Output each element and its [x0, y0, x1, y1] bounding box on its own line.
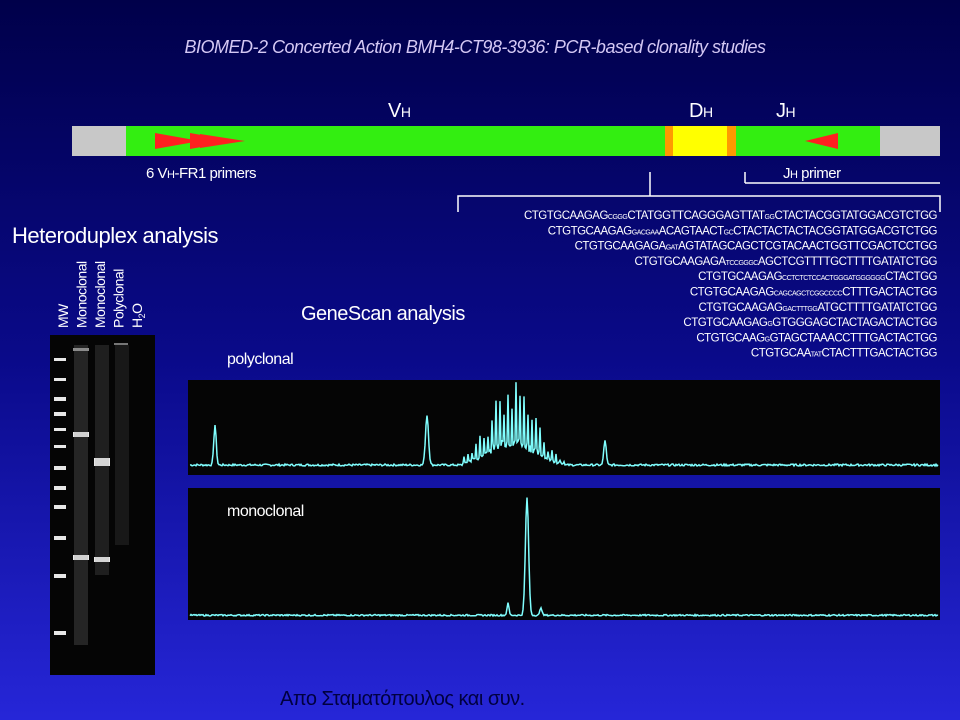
- footer: Απο Σταματόπουλος και συν.: [280, 688, 525, 710]
- insert: GAT: [666, 245, 680, 252]
- label-part: 6 V: [146, 165, 168, 182]
- sequence: CTGTGCAAGAGCAGCAGCTCGGCCCCCTTTGACTACTGG: [690, 287, 938, 299]
- label-part: -FR1 primers: [174, 165, 256, 182]
- lane-label: MW: [55, 303, 71, 328]
- sequence: CTGTGCAAGAGGGTGGGAGCTACTAGACTACTGG: [683, 317, 937, 329]
- insert: GACGAA: [632, 229, 660, 236]
- segment: CTGTGCAAGAGA: [575, 241, 667, 253]
- polyclonal-label: polyclonal: [227, 351, 293, 368]
- segment: CTGTGCAAGAG: [524, 210, 609, 222]
- j-label: JH: [776, 100, 795, 122]
- lane-label: H2O: [129, 303, 147, 328]
- lane-labels: MW Monoclonal Monoclonal Polyclonal H2O: [55, 261, 147, 328]
- segment: CTGTGCAAG: [696, 332, 765, 344]
- monoclonal-label: monoclonal: [227, 503, 304, 520]
- segment: GTAGCTAAACCTTTGACTACTGG: [770, 332, 938, 344]
- insert: GACTTTGG: [782, 306, 817, 313]
- segment: GTGGGAGCTACTAGACTACTGG: [772, 317, 937, 329]
- segment: AGCTCGTTTTGCTTTTGATATCTGG: [758, 256, 938, 268]
- polyclonal-panel: [188, 380, 940, 475]
- monoclonal-trace: [189, 497, 939, 618]
- label-part: primer: [797, 165, 841, 182]
- label-part: D: [689, 100, 703, 122]
- segment: CTGTGCAA: [751, 348, 812, 360]
- label-sub: H: [786, 104, 796, 120]
- label-part: J: [776, 100, 786, 122]
- insert: TCCGGGC: [726, 260, 759, 267]
- insert: TAT: [811, 352, 823, 359]
- segment: CTACTACGGTATGGACGTCTGG: [774, 210, 937, 222]
- label-sub: 2: [137, 313, 147, 318]
- d-label: DH: [689, 100, 713, 122]
- genescan-title: GeneScan analysis: [301, 303, 465, 325]
- label-part: V: [388, 100, 402, 122]
- heteroduplex-title: Heteroduplex analysis: [12, 223, 218, 248]
- gel: [50, 335, 155, 675]
- segment: CTACTTTGACTACTGG: [821, 348, 937, 360]
- segment: CTGTGCAAGAGA: [634, 256, 726, 268]
- sequence: CTGTGCAAGAGCGGGCTATGGTTCAGGGAGTTATGGCTAC…: [524, 210, 938, 222]
- sequence: CTGTGCAAGAGGACGAAACAGTAACTGCCTACTACTACTA…: [548, 225, 938, 237]
- segment: ACAGTAACT: [659, 225, 724, 237]
- segment: ATGCTTTTGATATCTGG: [817, 302, 937, 314]
- label-part: Monoclonal: [92, 261, 108, 328]
- v-primers-label: 6 VH-FR1 primers: [146, 165, 256, 182]
- sequence: CTGTGCAAGGGTAGCTAAACCTTTGACTACTGG: [696, 332, 937, 344]
- insert: G: [765, 336, 770, 343]
- monoclonal-panel: [188, 488, 940, 620]
- segment: CTGTGCAAGAG: [698, 271, 783, 283]
- insert: CGGG: [608, 214, 627, 221]
- sequence: CTGTGCAAGAGATCCGGGCAGCTCGTTTTGCTTTTGATAT…: [634, 256, 937, 268]
- label-part: Polyclonal: [111, 269, 127, 328]
- segment: CTACTGG: [885, 271, 937, 283]
- j-primer-label: JH primer: [783, 165, 841, 182]
- sequence: CTGTGCAATATCTACTTTGACTACTGG: [751, 348, 938, 360]
- insert: CCTCTCTCCACTGGGATGGGGGG: [782, 275, 885, 282]
- gene-bar: [72, 126, 940, 156]
- label-part: H: [129, 318, 145, 328]
- brackets: [457, 172, 941, 212]
- slide-title: BIOMED-2 Concerted Action BMH4-CT98-3936…: [184, 37, 766, 57]
- label-part: O: [129, 303, 145, 314]
- label-sub: H: [703, 104, 713, 120]
- label-sub: H: [790, 169, 798, 181]
- label-sub: H: [167, 169, 175, 181]
- segment: CTTTGACTACTGG: [842, 287, 937, 299]
- label-sub: H: [401, 104, 411, 120]
- insert: CAGCAGCTCGGCCCC: [774, 291, 843, 298]
- sequence: CTGTGCAAGAGCCTCTCTCCACTGGGATGGGGGGCTACTG…: [698, 271, 937, 283]
- segment: AGTATAGCAGCTCGTACAACTGGTTCGACTCCTGG: [678, 241, 937, 253]
- segment: CTGTGCAAGAG: [698, 302, 783, 314]
- polyclonal-trace: [189, 382, 939, 468]
- insert: G: [767, 321, 772, 328]
- segment: CTATGGTTCAGGGAGTTAT: [627, 210, 765, 222]
- segment: CTACTACTACTACGGTATGGACGTCTGG: [733, 225, 937, 237]
- lane-label: Polyclonal: [111, 269, 127, 328]
- label-part: J: [783, 165, 790, 182]
- segment: CTGTGCAAGAG: [690, 287, 775, 299]
- label-part: MW: [55, 303, 71, 328]
- insert: GG: [765, 214, 775, 221]
- sequence: CTGTGCAAGAGAGATAGTATAGCAGCTCGTACAACTGGTT…: [575, 241, 938, 253]
- segment: CTGTGCAAGAG: [683, 317, 768, 329]
- lane-label: Monoclonal: [92, 261, 108, 328]
- label-part: Monoclonal: [74, 261, 90, 328]
- sequences: CTGTGCAAGAGCGGGCTATGGTTCAGGGAGTTATGGCTAC…: [524, 210, 938, 360]
- segment: CTGTGCAAGAG: [548, 225, 633, 237]
- insert: GC: [724, 229, 734, 236]
- v-label: VH: [388, 100, 410, 122]
- lane-label: Monoclonal: [74, 261, 90, 328]
- sequence: CTGTGCAAGAGGACTTTGGATGCTTTTGATATCTGG: [698, 302, 937, 314]
